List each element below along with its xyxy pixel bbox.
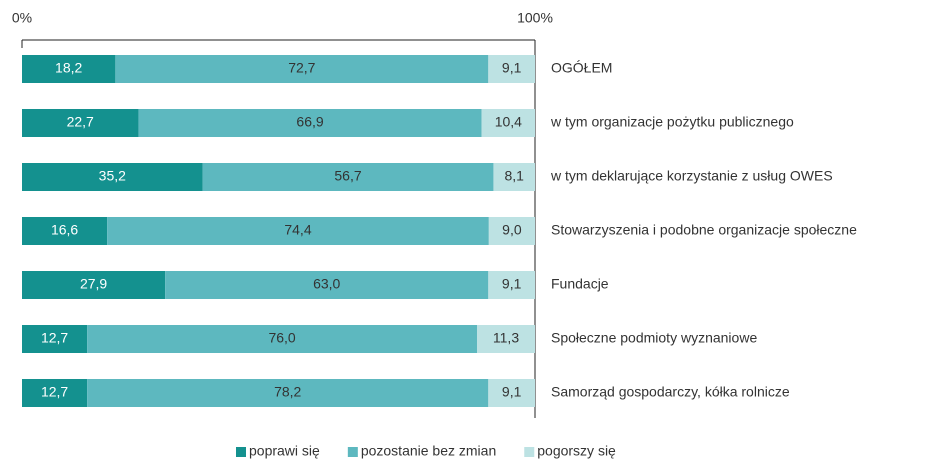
bar-segment bbox=[488, 271, 535, 299]
category-label: Społeczne podmioty wyznaniowe bbox=[551, 330, 757, 346]
category-label: w tym deklarujące korzystanie z usług OW… bbox=[550, 168, 833, 184]
bar-segment bbox=[493, 163, 535, 191]
legend-swatch bbox=[236, 447, 246, 457]
category-label: Fundacje bbox=[551, 276, 609, 292]
value-label: 76,0 bbox=[268, 330, 295, 346]
category-label: Samorząd gospodarczy, kółka rolnicze bbox=[551, 384, 790, 400]
bar-segment bbox=[22, 217, 108, 245]
legend-label: pozostanie bez zmian bbox=[361, 443, 496, 459]
value-label: 78,2 bbox=[274, 384, 301, 400]
value-label: 9,0 bbox=[502, 222, 522, 238]
bar-segment bbox=[138, 109, 482, 137]
legend-swatch bbox=[347, 447, 358, 457]
value-label: 11,3 bbox=[493, 330, 519, 346]
value-label: 22,7 bbox=[67, 114, 94, 130]
bar-segment bbox=[22, 271, 166, 299]
value-label: 35,2 bbox=[99, 168, 126, 184]
bar-segment bbox=[488, 217, 535, 245]
bar-segment bbox=[22, 379, 88, 407]
value-label: 12,7 bbox=[41, 384, 68, 400]
x-tick-label: 100% bbox=[517, 10, 553, 26]
bar-segment bbox=[87, 379, 489, 407]
value-label: 9,1 bbox=[502, 276, 522, 292]
bar-segment bbox=[488, 55, 535, 83]
category-label: OGÓŁEM bbox=[551, 60, 612, 76]
value-label: 10,4 bbox=[495, 114, 522, 130]
value-label: 9,1 bbox=[502, 60, 522, 76]
category-label: w tym organizacje pożytku publicznego bbox=[550, 114, 794, 130]
bar-segment bbox=[165, 271, 489, 299]
value-label: 16,6 bbox=[51, 222, 78, 238]
value-label: 18,2 bbox=[55, 60, 82, 76]
value-label: 27,9 bbox=[80, 276, 107, 292]
value-label: 63,0 bbox=[313, 276, 340, 292]
bar-segment bbox=[488, 379, 535, 407]
bar-segment bbox=[22, 55, 116, 83]
x-tick-label: 0% bbox=[12, 10, 32, 26]
value-label: 9,1 bbox=[502, 384, 522, 400]
category-label: Stowarzyszenia i podobne organizacje spo… bbox=[551, 222, 857, 238]
legend-label: poprawi się bbox=[249, 443, 320, 459]
bar-segment bbox=[87, 325, 478, 353]
bar-segment bbox=[477, 325, 535, 353]
value-label: 56,7 bbox=[334, 168, 361, 184]
value-label: 72,7 bbox=[288, 60, 315, 76]
bar-segment bbox=[22, 325, 88, 353]
legend-label: pogorszy się bbox=[537, 443, 616, 459]
bar-segment bbox=[22, 163, 203, 191]
bar-segment bbox=[115, 55, 489, 83]
value-label: 66,9 bbox=[296, 114, 323, 130]
bar-segment bbox=[107, 217, 489, 245]
value-label: 74,4 bbox=[284, 222, 311, 238]
legend-swatch bbox=[524, 447, 535, 457]
bar-segment bbox=[202, 163, 494, 191]
bar-segment bbox=[481, 109, 535, 137]
value-label: 12,7 bbox=[41, 330, 68, 346]
bar-segment bbox=[22, 109, 139, 137]
value-label: 8,1 bbox=[504, 168, 524, 184]
